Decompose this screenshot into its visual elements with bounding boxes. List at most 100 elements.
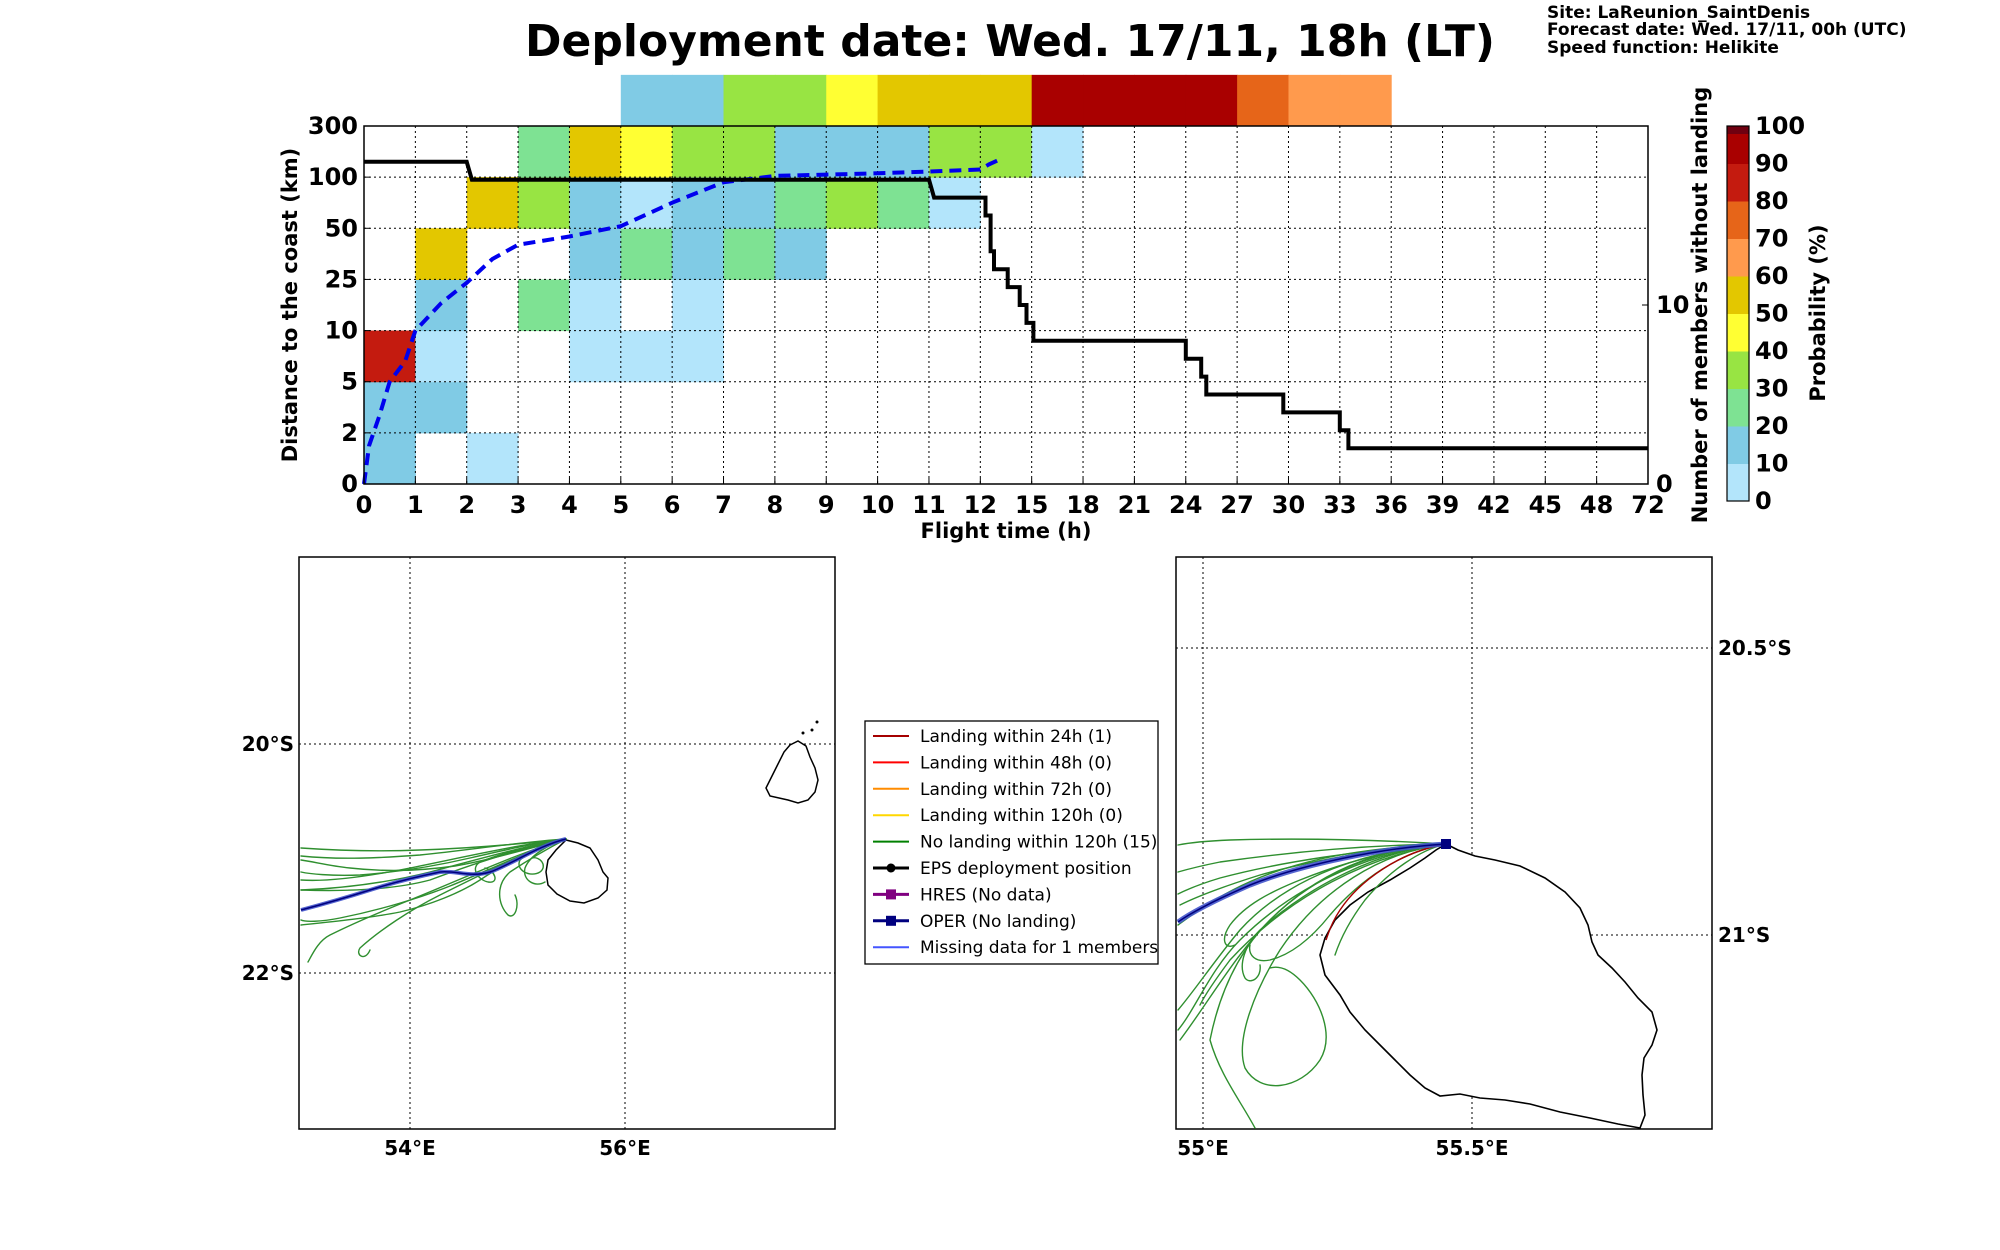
y2-axis-label: Number of members without landing: [1688, 87, 1712, 524]
heatmap-cell: [826, 126, 879, 178]
colorbar-tick-label: 40: [1755, 337, 1788, 365]
members-without-landing-line: [364, 159, 1648, 451]
colorbar-swatch: [1727, 313, 1749, 352]
x-tick-label: 4: [561, 491, 578, 519]
heatmap-cell: [466, 177, 519, 229]
heatmap-cell: [928, 74, 981, 127]
heatmap-cell: [620, 126, 673, 178]
probability-colorbar: 0 10 20 30 40 50 60 70 80 90 100 Probability (%): [1726, 112, 1830, 515]
heatmap-cell: [672, 74, 725, 127]
y-tick-label: 2: [341, 419, 358, 447]
landing-within-24h-trajectory: [1325, 843, 1447, 941]
heatmap-cell: [980, 126, 1033, 178]
heatmap-cell: [415, 228, 468, 280]
colorbar-label: Probability (%): [1806, 224, 1830, 401]
heatmap-cell: [620, 177, 673, 229]
regional-trajectory-map: 54°E 56°E 20°S 22°S: [242, 556, 836, 1160]
x-tick-label: 0: [356, 491, 373, 519]
main-title: Deployment date: Wed. 17/11, 18h (LT): [525, 16, 1495, 67]
y-tick-label: 25: [325, 265, 358, 293]
left-map-lat-label: 22°S: [242, 961, 294, 985]
reunion-coastline-large: [1319, 843, 1658, 1129]
colorbar-swatch: [1727, 388, 1749, 427]
x-tick-labels: 0 1 2 3 4 5 6 7 8 9 10 11 12 15 18 21 24 27 30 33 36 39 42 45 48…: [356, 478, 1665, 519]
heatmap-cell: [672, 279, 725, 332]
x-tick-label: 11: [912, 491, 945, 519]
heatmap-cell: [774, 126, 827, 178]
colorbar-swatch: [1727, 163, 1749, 202]
x-tick-label: 9: [818, 491, 835, 519]
colorbar-tick-label: 0: [1755, 487, 1772, 515]
heatmap-cell: [672, 126, 725, 178]
heatmap-grid: [364, 126, 1648, 484]
colorbar-tick-label: 30: [1755, 375, 1788, 403]
y-axis-label: Distance to the coast (km): [278, 148, 302, 463]
deployment-position-marker: [1441, 839, 1451, 849]
heatmap-cell: [569, 126, 622, 178]
heatmap-cell: [1237, 74, 1289, 127]
heatmap-cell: [1339, 74, 1392, 127]
right-map-lon-label: 55°E: [1177, 1136, 1229, 1160]
heatmap-cell: [569, 279, 622, 332]
colorbar-tick-label: 100: [1755, 112, 1805, 140]
left-map-tick-labels: 54°E 56°E 20°S 22°S: [242, 732, 651, 1160]
x-tick-label: 30: [1272, 491, 1305, 519]
heatmap-cell: [1288, 74, 1341, 127]
left-map-lon-label: 56°E: [599, 1136, 651, 1160]
y2-tick-label: 0: [1656, 470, 1673, 498]
x-tick-label: 24: [1169, 491, 1202, 519]
x-tick-label: 27: [1220, 491, 1253, 519]
heatmap-cell: [877, 74, 930, 127]
colorbar-tick-label: 60: [1755, 262, 1788, 290]
colorbar-swatch: [1727, 238, 1749, 277]
y-tick-label: 100: [308, 163, 358, 191]
y-tick-label: 10: [325, 317, 358, 345]
heatmap-cell: [723, 177, 776, 229]
heatmap-cell: [569, 330, 622, 383]
heatmap-cell: [620, 228, 673, 280]
x-tick-label: 39: [1426, 491, 1459, 519]
colorbar-swatch: [1727, 426, 1749, 464]
legend-label: Landing within 72h (0): [920, 780, 1112, 800]
heatmap-cell: [877, 177, 930, 229]
heatmap-cell: [415, 381, 468, 434]
legend-label: No landing within 120h (15): [920, 833, 1157, 853]
legend-label: HRES (No data): [920, 885, 1052, 905]
colorbar-swatch: [1727, 351, 1749, 389]
colorbar-tick-label: 80: [1755, 187, 1788, 215]
heatmap-cells: [364, 74, 1392, 485]
left-map-lon-label: 54°E: [384, 1136, 436, 1160]
x-tick-label: 48: [1580, 491, 1613, 519]
probability-heatmap: 0 1 2 3 4 5 6 7 8 9 10 11 12 15 18 21 24 27 30 33 36 39 42 45 48…: [278, 74, 1712, 543]
reunion-coastline-small: [545, 839, 609, 904]
colorbar-tick-label: 10: [1755, 450, 1788, 478]
heatmap-cell: [620, 74, 673, 127]
y-tick-label: 5: [341, 368, 358, 396]
colorbar-tick-label: 90: [1755, 150, 1788, 178]
heatmap-cell: [518, 279, 570, 332]
right-map-lat-label: 21°S: [1718, 923, 1770, 947]
heatmap-cell: [774, 74, 827, 127]
legend-marker: [886, 889, 896, 900]
heatmap-cell: [1031, 126, 1084, 178]
colorbar-swatch: [1727, 463, 1749, 502]
heatmap-cell: [774, 228, 827, 280]
heatmap-cell: [569, 228, 622, 280]
local-trajectory-map: 55°E 55.5°E 20.5°S 21°S: [1175, 556, 1792, 1160]
x-tick-label: 10: [861, 491, 894, 519]
heatmap-cell: [518, 177, 570, 229]
x-tick-label: 42: [1477, 491, 1510, 519]
heatmap-cell: [1134, 74, 1187, 127]
y2-tick-label: 10: [1656, 291, 1689, 319]
heatmap-cell: [466, 432, 519, 485]
legend-label: Missing data for 1 members: [920, 938, 1158, 958]
x-tick-label: 3: [510, 491, 527, 519]
heatmap-cell: [1083, 74, 1135, 127]
y-tick-label: 0: [341, 470, 358, 498]
y2-tick-labels: 0 10: [1642, 291, 1689, 498]
colorbar-tick-label: 70: [1755, 225, 1788, 253]
x-tick-label: 45: [1529, 491, 1562, 519]
heatmap-cell: [980, 74, 1033, 127]
x-tick-label: 6: [664, 491, 681, 519]
